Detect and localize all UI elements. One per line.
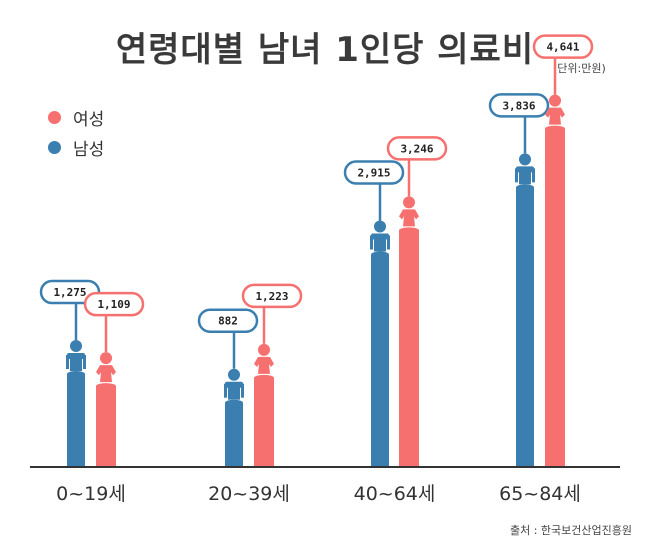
bar-male-1 bbox=[225, 402, 243, 467]
data-label-male-2: 2,915 bbox=[357, 166, 390, 179]
callout-box-female-1 bbox=[241, 283, 303, 309]
callout-box-male-3 bbox=[488, 93, 550, 118]
data-label-female-2: 3,246 bbox=[400, 142, 433, 155]
callout-box-female-0 bbox=[83, 291, 145, 317]
legend-swatch-male bbox=[48, 140, 61, 154]
bar-cap-male-3 bbox=[516, 184, 534, 191]
data-label-female-1: 1,223 bbox=[255, 290, 288, 303]
x-tick-label-2: 40~64세 bbox=[354, 483, 436, 505]
data-label-male-3: 3,836 bbox=[502, 99, 535, 112]
callout-box-female-2 bbox=[386, 136, 448, 161]
legend: 여성 남성 bbox=[48, 102, 104, 162]
legend-label-male: 남성 bbox=[73, 139, 105, 160]
bar-cap-male-0 bbox=[67, 371, 85, 378]
bar-female-0 bbox=[96, 386, 116, 467]
figure-female-0-icon bbox=[96, 352, 116, 383]
bar-male-2 bbox=[371, 254, 389, 467]
chart-title: 연령대별 남녀 1인당 의료비 bbox=[115, 30, 535, 70]
legend-swatch-female bbox=[48, 110, 61, 124]
figure-female-1-icon bbox=[254, 343, 274, 374]
bar-cap-female-2 bbox=[399, 227, 419, 234]
figure-female-2-icon bbox=[399, 196, 419, 227]
figure-female-3-icon bbox=[545, 94, 565, 125]
data-label-female-0: 1,109 bbox=[97, 298, 130, 311]
x-tick-label-1: 20~39세 bbox=[208, 483, 290, 505]
data-label-female-3: 4,641 bbox=[546, 41, 579, 54]
bar-male-3 bbox=[516, 187, 534, 468]
bar-cap-female-1 bbox=[254, 374, 274, 381]
bar-male-0 bbox=[67, 374, 85, 467]
figure-male-3-icon bbox=[515, 153, 535, 185]
bar-cap-female-3 bbox=[545, 125, 565, 132]
bar-cap-male-2 bbox=[371, 251, 389, 258]
x-tick-label-3: 65~84세 bbox=[499, 483, 581, 505]
unit-label: (단위:만원) bbox=[553, 62, 606, 75]
callout-box-female-3 bbox=[532, 34, 594, 59]
bar-cap-female-0 bbox=[96, 383, 116, 390]
data-label-male-1: 882 bbox=[218, 315, 238, 328]
legend-label-female: 여성 bbox=[73, 109, 105, 130]
data-label-male-0: 1,275 bbox=[53, 286, 86, 299]
figure-male-0-icon bbox=[66, 340, 86, 372]
legend-item-male: 남성 bbox=[48, 132, 104, 162]
figure-male-2-icon bbox=[370, 220, 390, 252]
bar-female-3 bbox=[545, 128, 565, 468]
callout-box-male-2 bbox=[343, 160, 405, 185]
x-tick-label-0: 0~19세 bbox=[56, 483, 126, 505]
bar-female-1 bbox=[254, 377, 274, 467]
bar-cap-male-1 bbox=[225, 399, 243, 406]
figure-male-1-icon bbox=[224, 368, 244, 400]
source-note: 출처 : 한국보건산업진흥원 bbox=[509, 524, 632, 537]
legend-item-female: 여성 bbox=[48, 102, 104, 132]
callout-box-male-1 bbox=[197, 308, 259, 333]
bar-female-2 bbox=[399, 230, 419, 467]
